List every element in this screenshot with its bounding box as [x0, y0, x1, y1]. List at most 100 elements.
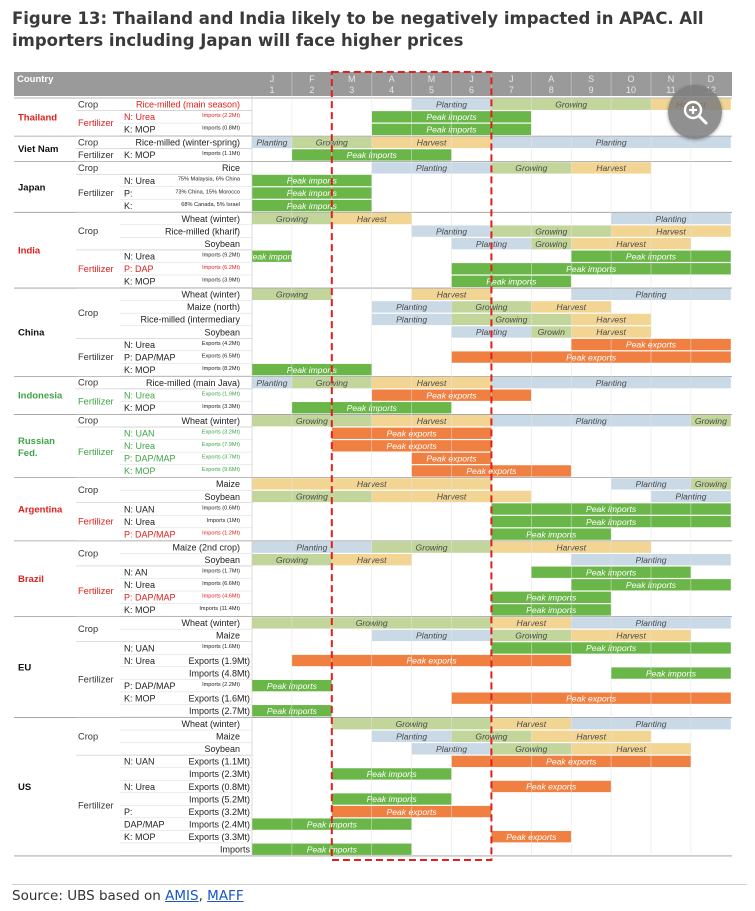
calendar-bar-label: Harvest [596, 163, 626, 173]
row-volume-label: Imports (11.4Mt) [199, 606, 240, 612]
category-label: Fertilizer [78, 188, 114, 198]
row-volume-label: 73% China, 15% Morocco [175, 189, 240, 195]
calendar-bar-label: Harvest [596, 315, 626, 325]
row-item-label: Wheat (winter) [181, 214, 240, 224]
calendar-bar-label: Harvest [417, 378, 447, 388]
country-label: Japan [18, 182, 46, 193]
calendar-bar-label: Peak exports [426, 390, 477, 400]
row-item-label: P: DAP/MAP [124, 454, 176, 464]
row-volume-label: Imports (1.7Mt) [202, 568, 240, 574]
calendar-bar-label: Peak imports [586, 567, 637, 577]
figure-title: Figure 13: Thailand and India likely to … [12, 9, 704, 50]
row-item-label: Maize [216, 631, 240, 641]
row-item-label: N: Urea [124, 176, 155, 186]
category-label: Fertilizer [78, 118, 114, 128]
row-item-label: K: MOP [124, 365, 156, 375]
row-volume-label: Imports (1Mt) [207, 518, 240, 524]
row-item-label: N: UAN [124, 643, 155, 653]
row-item-label: P: DAP/MAP [124, 593, 176, 603]
calendar-bar-label: Harvest [437, 492, 467, 502]
calendar-bar-label: Harvest [656, 226, 686, 236]
category-label: Crop [78, 731, 98, 741]
row-item-label: N: Urea [124, 580, 155, 590]
calendar-bar-label: Peak imports [287, 188, 338, 198]
category-label: Fertilizer [78, 517, 114, 527]
row-item-label: N: UAN [124, 504, 155, 514]
calendar-bar-label: Peak imports [287, 201, 338, 211]
row-item-label: P: DAP/MAP [124, 529, 176, 539]
header-month: S [588, 74, 594, 84]
header-month-number: 2 [309, 85, 314, 95]
calendar-bar-label: Peak imports [287, 365, 338, 375]
row-item-label: Rice-milled (kharif) [165, 226, 240, 236]
calendar-bar [371, 629, 492, 642]
row-item-label: K: MOP [124, 125, 156, 135]
row-item-label: P: DAP/MAP [124, 352, 176, 362]
country-label: China [18, 327, 45, 338]
row-item-label: N: Urea [124, 252, 155, 262]
calendar-bar [331, 793, 452, 805]
category-label: Fertilizer [78, 447, 114, 457]
calendar-bar-label: Harvest [556, 542, 586, 552]
calendar-bar [371, 376, 492, 389]
calendar-bar-label: Peak imports [367, 769, 418, 779]
header-month-number: 10 [626, 85, 636, 95]
calendar-bar-label: Peak imports [486, 277, 537, 287]
header-month: J [509, 74, 514, 84]
row-item-label: Rice-milled (intermediary [140, 315, 240, 325]
row-volume-label: Imports (1.1Mt) [202, 151, 240, 157]
calendar-bar-label: Harvest [357, 555, 387, 565]
row-flow-label: Imports (2.4Mt) [189, 819, 250, 829]
zoom-button[interactable] [668, 85, 722, 139]
country-label: US [18, 782, 31, 793]
calendar-bar-label: Harvest [616, 631, 646, 641]
highlight-box-mar-jun [330, 71, 493, 861]
row-volume-label: Imports (1.2Mt) [202, 530, 240, 536]
calendar-bar-label: Peak imports [287, 176, 338, 186]
row-volume-label: Exports (3.7Mt) [202, 455, 240, 461]
calendar-bar [252, 363, 372, 376]
calendar-bar-label: Peak imports [426, 125, 477, 135]
source-link-amis[interactable]: AMIS [165, 888, 199, 904]
category-label: Crop [78, 485, 98, 495]
header-month-number: 4 [389, 85, 394, 95]
row-flow-label: Exports (1.6Mt) [188, 693, 250, 703]
source-link-maff[interactable]: MAFF [207, 888, 244, 904]
row-volume-label: Exports (9.6Mt) [202, 467, 240, 473]
calendar-bar-label: Peak exports [546, 757, 597, 767]
category-label: Crop [78, 416, 98, 426]
calendar-bar [331, 768, 452, 780]
calendar-bar-label: Peak exports [406, 656, 457, 666]
calendar-bar-label: Planting [655, 214, 686, 224]
row-item-label: K: [124, 201, 133, 211]
header-month-number: 3 [349, 85, 354, 95]
calendar-bar-label: Peak imports [526, 593, 577, 603]
row-flow-label: Imports (4.8Mt) [189, 668, 250, 678]
calendar-bar [571, 238, 691, 250]
calendar-bar-label: Peak imports [586, 504, 637, 514]
country-label: EU [18, 662, 31, 673]
header-month: F [309, 74, 315, 84]
header-month-number: 9 [589, 85, 594, 95]
calendar-bar [451, 351, 731, 363]
calendar-bar [252, 415, 372, 427]
calendar-bar [371, 415, 492, 427]
calendar-bar-label: Harvest [576, 731, 606, 741]
calendar-bar [451, 313, 572, 326]
calendar-bar-label: Peak imports [267, 706, 318, 716]
row-flow-label: Exports (1.1Mt) [188, 757, 250, 767]
calendar-bar-label: Peak exports [626, 340, 677, 350]
calendar-bar-label: Peak imports [367, 794, 418, 804]
source-separator: , [198, 888, 203, 904]
calendar-bar [571, 743, 691, 755]
calendar-bar-label: Peak exports [387, 428, 438, 438]
row-item-label: Maize (2nd crop) [172, 542, 240, 552]
row-flow-label: Exports (3.2Mt) [188, 807, 250, 817]
row-item-label: N: Urea [124, 112, 155, 122]
calendar-bar-label: Peak exports [466, 466, 517, 476]
country-label: Indonesia [18, 391, 63, 402]
row-item-label: Soybean [204, 492, 240, 502]
category-label: Crop [78, 163, 98, 173]
row-item-label: Maize (north) [187, 302, 240, 312]
